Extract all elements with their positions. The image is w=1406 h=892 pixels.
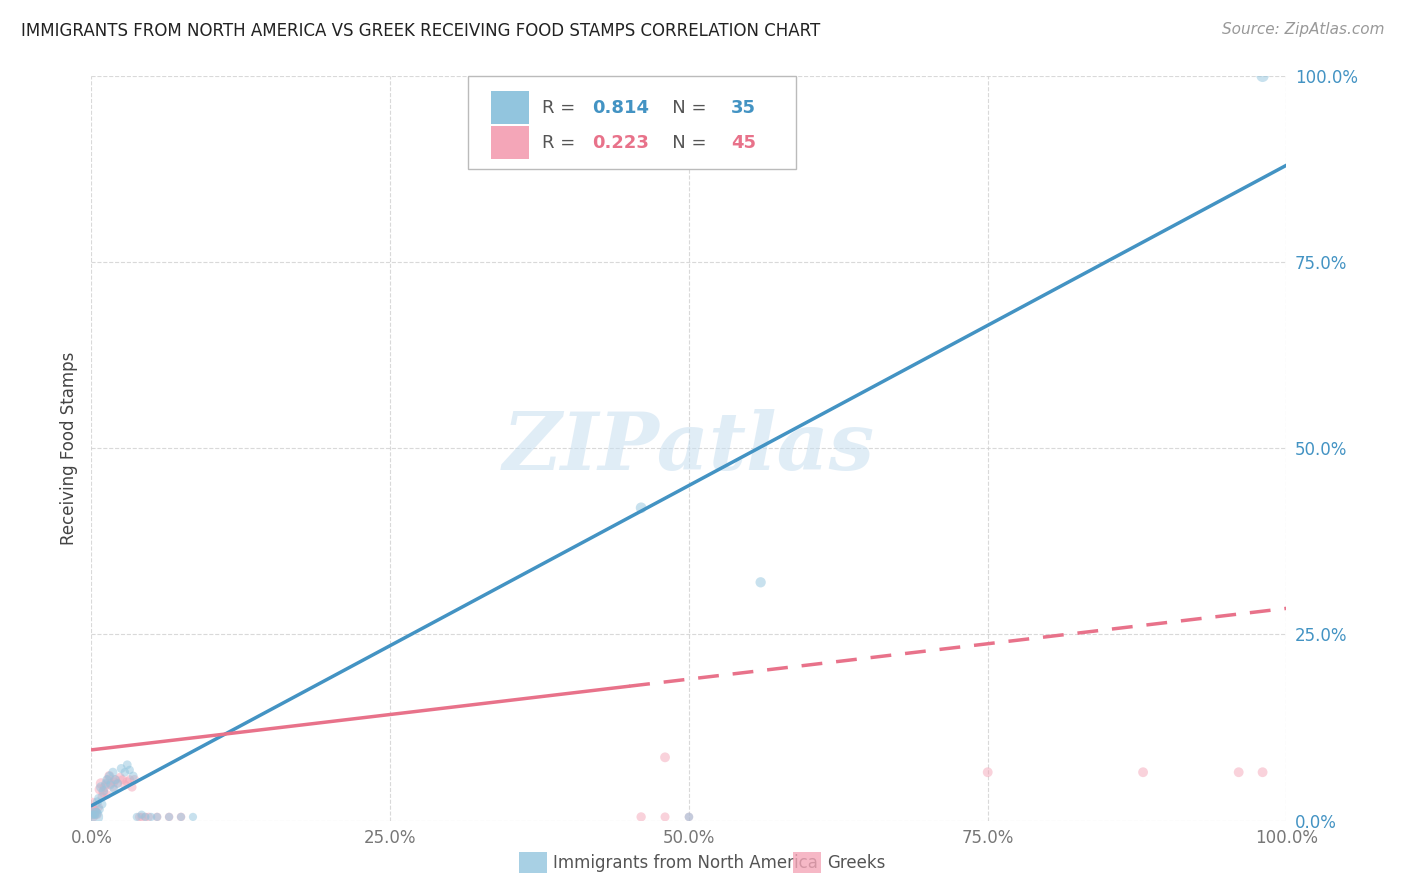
Point — [170, 810, 193, 824]
Point — [107, 776, 129, 790]
Point — [134, 810, 156, 824]
Point — [93, 780, 115, 794]
Point — [131, 810, 153, 824]
Point — [103, 775, 125, 789]
Point — [82, 805, 104, 819]
Point — [108, 771, 131, 785]
Text: N =: N = — [655, 99, 713, 117]
Point — [89, 782, 111, 797]
Text: R =: R = — [541, 134, 581, 152]
Point — [114, 778, 136, 792]
Point — [114, 765, 136, 780]
Point — [82, 807, 104, 822]
Point — [131, 807, 153, 822]
Point — [84, 802, 107, 816]
Point — [1251, 69, 1274, 83]
Point — [101, 765, 124, 780]
Point — [94, 778, 117, 792]
Point — [1132, 765, 1154, 780]
Y-axis label: Receiving Food Stamps: Receiving Food Stamps — [59, 351, 77, 545]
Point — [84, 807, 107, 822]
Point — [157, 810, 180, 824]
Point — [91, 789, 114, 804]
Text: 45: 45 — [731, 134, 756, 152]
Text: 35: 35 — [731, 99, 756, 117]
Point — [1227, 765, 1250, 780]
Text: Source: ZipAtlas.com: Source: ZipAtlas.com — [1222, 22, 1385, 37]
Point — [181, 810, 204, 824]
Point — [630, 810, 652, 824]
Point — [630, 500, 652, 515]
Point — [93, 784, 114, 798]
Point — [91, 797, 114, 812]
Point — [97, 772, 120, 787]
Point — [654, 810, 676, 824]
Point — [157, 810, 180, 824]
Point — [90, 776, 112, 790]
Point — [124, 772, 146, 787]
Point — [104, 772, 127, 787]
Text: ZIPatlas: ZIPatlas — [503, 409, 875, 487]
Text: R =: R = — [541, 99, 581, 117]
FancyBboxPatch shape — [491, 92, 529, 124]
Point — [118, 772, 141, 787]
Point — [103, 782, 125, 797]
Point — [89, 802, 111, 816]
Point — [107, 776, 129, 790]
Point — [101, 780, 124, 794]
Point — [82, 795, 104, 809]
Point — [134, 810, 156, 824]
Text: IMMIGRANTS FROM NORTH AMERICA VS GREEK RECEIVING FOOD STAMPS CORRELATION CHART: IMMIGRANTS FROM NORTH AMERICA VS GREEK R… — [21, 22, 820, 40]
Text: 0.223: 0.223 — [592, 134, 650, 152]
Point — [111, 772, 134, 787]
Point — [82, 800, 104, 814]
Point — [86, 795, 108, 809]
Point — [87, 800, 110, 814]
Point — [678, 810, 700, 824]
Point — [96, 772, 118, 787]
Point — [121, 780, 143, 794]
Point — [110, 762, 132, 776]
Point — [118, 763, 141, 777]
Point — [90, 780, 112, 794]
Point — [115, 775, 138, 789]
Point — [96, 788, 118, 802]
Point — [138, 810, 160, 824]
Point — [146, 810, 169, 824]
Point — [84, 806, 107, 821]
Point — [98, 769, 121, 783]
Text: N =: N = — [655, 134, 713, 152]
Point — [170, 810, 193, 824]
Point — [100, 776, 122, 790]
Point — [976, 765, 998, 780]
Point — [94, 776, 117, 790]
Point — [125, 810, 148, 824]
Point — [83, 806, 105, 821]
Point — [100, 778, 122, 792]
Point — [104, 772, 127, 787]
Point — [115, 757, 138, 772]
Point — [84, 805, 107, 819]
Point — [749, 575, 772, 590]
Point — [122, 769, 145, 783]
Point — [141, 810, 162, 824]
Point — [128, 810, 150, 824]
Point — [146, 810, 169, 824]
Point — [1251, 765, 1274, 780]
Point — [678, 810, 700, 824]
Text: Greeks: Greeks — [827, 854, 886, 871]
FancyBboxPatch shape — [491, 127, 529, 160]
Text: 0.814: 0.814 — [592, 99, 650, 117]
Point — [86, 807, 108, 822]
Point — [98, 769, 121, 783]
Text: Immigrants from North America: Immigrants from North America — [553, 854, 817, 871]
Point — [93, 785, 114, 799]
Point — [87, 791, 110, 805]
FancyBboxPatch shape — [468, 76, 796, 169]
Point — [83, 810, 105, 824]
Point — [83, 810, 105, 824]
Point — [654, 750, 676, 764]
